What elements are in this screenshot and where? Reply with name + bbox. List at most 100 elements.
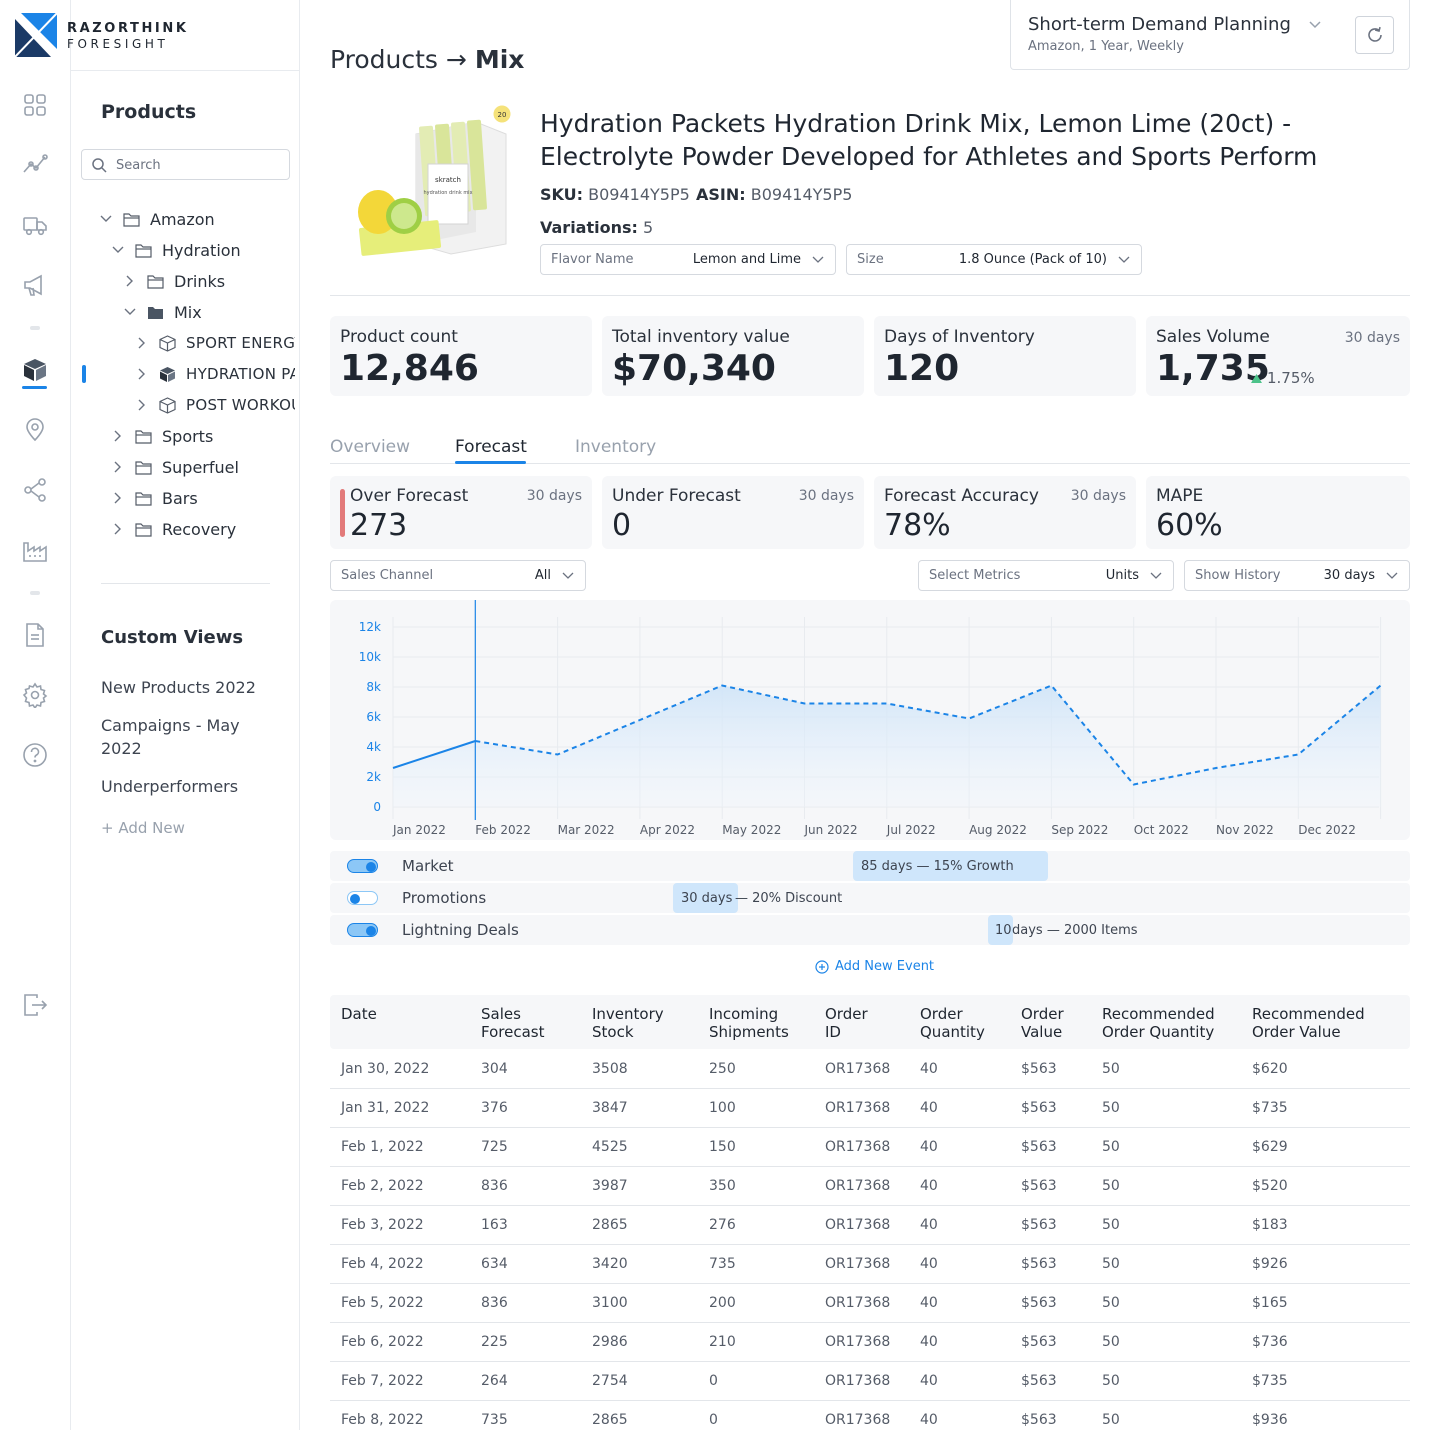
table-row[interactable]: Jan 30, 2022 304 3508 250 OR17368 40 $563 50 $62… (330, 1050, 1410, 1089)
column-header-sales-forecast[interactable]: Sales Forecast (481, 1005, 544, 1041)
tab-overview[interactable]: Overview (330, 437, 411, 457)
column-header-recommended-order-value[interactable]: Recommended Order Value (1252, 1005, 1365, 1041)
tree-item[interactable]: Bars (111, 487, 295, 509)
x-tick-label: Aug 2022 (969, 823, 1027, 837)
chevron-right-icon[interactable] (111, 522, 125, 536)
event-bar-text: — 20% Discount (735, 891, 843, 906)
megaphone-icon[interactable] (22, 272, 48, 298)
y-tick-label: 8k (366, 680, 381, 694)
market-toggle[interactable] (347, 859, 378, 873)
breadcrumb-arrow-icon: → (445, 45, 467, 74)
custom-view-item[interactable]: Underperformers (101, 777, 239, 796)
column-header-recommended-order-quantity[interactable]: Recommended Order Quantity (1102, 1005, 1215, 1041)
cube-icon (159, 334, 176, 352)
cell-order-quantity: 40 (920, 1178, 938, 1194)
custom-view-item[interactable]: New Products 2022 (101, 678, 256, 697)
column-header-inventory-stock[interactable]: Inventory Stock (592, 1005, 664, 1041)
table-row[interactable]: Feb 8, 2022 735 2865 0 OR17368 40 $563 50 $936 (330, 1401, 1410, 1430)
tab-inventory[interactable]: Inventory (575, 437, 657, 457)
refresh-button[interactable] (1355, 16, 1394, 54)
chevron-right-icon[interactable] (135, 398, 149, 412)
column-header-incoming-shipments[interactable]: Incoming Shipments (709, 1005, 789, 1041)
kpi-period: 30 days (526, 488, 582, 504)
table-row[interactable]: Feb 6, 2022 225 2986 210 OR17368 40 $563 50 $736 (330, 1323, 1410, 1362)
chevron-right-icon[interactable] (111, 460, 125, 474)
tree-item[interactable]: Sports (111, 425, 295, 447)
dashboard-icon[interactable] (22, 92, 48, 118)
history-dropdown[interactable]: Show History 30 days (1184, 560, 1410, 591)
table-header: Date Sales Forecast Inventory Stock Incoming S… (330, 995, 1410, 1049)
column-header-order-quantity[interactable]: Order Quantity (920, 1005, 985, 1041)
tree-item[interactable]: Amazon (99, 208, 295, 230)
table-row[interactable]: Feb 5, 2022 836 3100 200 OR17368 40 $563 50 $165 (330, 1284, 1410, 1323)
promotions-toggle[interactable] (347, 891, 378, 905)
tree-item[interactable]: Hydration (111, 239, 295, 261)
table-row[interactable]: Feb 2, 2022 836 3987 350 OR17368 40 $563 50 $520 (330, 1167, 1410, 1206)
chevron-right-icon[interactable] (123, 274, 137, 288)
event-bar[interactable] (673, 883, 738, 913)
cell-order-id: OR17368 (825, 1061, 891, 1077)
column-header-order-value[interactable]: Order Value (1021, 1005, 1064, 1041)
document-icon[interactable] (22, 622, 48, 648)
tab-forecast[interactable]: Forecast (455, 437, 527, 457)
tree-item[interactable]: SPORT ENERGY (135, 332, 295, 354)
chevron-right-icon[interactable] (135, 336, 149, 350)
plan-selector[interactable]: Short-term Demand Planning Amazon, 1 Yea… (1010, 0, 1410, 70)
logout-icon[interactable] (22, 992, 48, 1018)
kpi-label: Over Forecast (350, 486, 469, 506)
tree-item[interactable]: Drinks (123, 270, 295, 292)
folder-icon (135, 460, 152, 475)
column-header-date[interactable]: Date (341, 1005, 377, 1023)
tree-item[interactable]: Superfuel (111, 456, 295, 478)
event-bar[interactable] (853, 851, 1048, 881)
truck-icon[interactable] (22, 212, 48, 238)
trend-icon[interactable] (22, 151, 48, 177)
tree-item[interactable]: Mix (123, 301, 295, 323)
breadcrumb-parent[interactable]: Products (330, 45, 438, 74)
table-row[interactable]: Feb 4, 2022 634 3420 735 OR17368 40 $563 50 $926 (330, 1245, 1410, 1284)
filter-label: Sales Channel (341, 568, 434, 583)
lightning-deals-toggle[interactable] (347, 923, 378, 937)
cell-order-value: $563 (1021, 1100, 1057, 1116)
metrics-dropdown[interactable]: Select Metrics Units (918, 560, 1174, 591)
products-panel: Products Amazon Hydration Drinks Mix SPORT E… (71, 0, 300, 1430)
table-row[interactable]: Feb 1, 2022 725 4525 150 OR17368 40 $563 50 $629 (330, 1128, 1410, 1167)
tree-item[interactable]: Recovery (111, 518, 295, 540)
cell-sales-forecast: 304 (481, 1061, 508, 1077)
table-row[interactable]: Jan 31, 2022 376 3847 100 OR17368 40 $563 50 $73… (330, 1089, 1410, 1128)
sales-channel-dropdown[interactable]: Sales Channel All (330, 560, 586, 591)
cell-date: Feb 6, 2022 (341, 1334, 424, 1350)
tree-item[interactable]: POST WORKOU (135, 394, 295, 416)
help-icon[interactable] (22, 742, 48, 768)
chevron-right-icon[interactable] (111, 429, 125, 443)
share-icon[interactable] (22, 477, 48, 503)
tree-item[interactable]: HYDRATION PA (135, 363, 295, 385)
panel-separator (101, 583, 270, 584)
event-bar[interactable] (988, 915, 1013, 945)
flavor-dropdown[interactable]: Flavor Name Lemon and Lime (540, 244, 836, 275)
cell-incoming-shipments: 735 (709, 1256, 736, 1272)
chevron-down-icon[interactable] (99, 212, 113, 226)
search-box[interactable] (81, 149, 290, 180)
location-icon[interactable] (22, 416, 48, 442)
filter-label: Show History (1195, 568, 1281, 583)
settings-icon[interactable] (22, 682, 48, 710)
cube-icon[interactable] (22, 357, 48, 383)
chevron-down-icon[interactable] (123, 305, 137, 319)
column-header-order-id[interactable]: Order ID (825, 1005, 868, 1041)
chevron-down-icon[interactable] (111, 243, 125, 257)
table-row[interactable]: Feb 7, 2022 264 2754 0 OR17368 40 $563 50 $735 (330, 1362, 1410, 1401)
factory-icon[interactable] (22, 537, 48, 563)
custom-view-item[interactable]: Campaigns - May 2022 (101, 716, 240, 758)
table-row[interactable]: Feb 3, 2022 163 2865 276 OR17368 40 $563 50 $183 (330, 1206, 1410, 1245)
y-tick-label: 10k (359, 650, 381, 664)
tree-item-label: SPORT ENERGY (186, 334, 295, 352)
search-icon (92, 158, 107, 173)
size-dropdown[interactable]: Size 1.8 Ounce (Pack of 10) (846, 244, 1142, 275)
product-image: skratch hydration drink mix 20 (358, 104, 512, 256)
chevron-right-icon[interactable] (135, 367, 149, 381)
search-input[interactable] (116, 155, 281, 175)
add-custom-view-link[interactable]: + Add New (101, 819, 185, 837)
add-event-button[interactable]: Add New Event (815, 959, 934, 974)
chevron-right-icon[interactable] (111, 491, 125, 505)
